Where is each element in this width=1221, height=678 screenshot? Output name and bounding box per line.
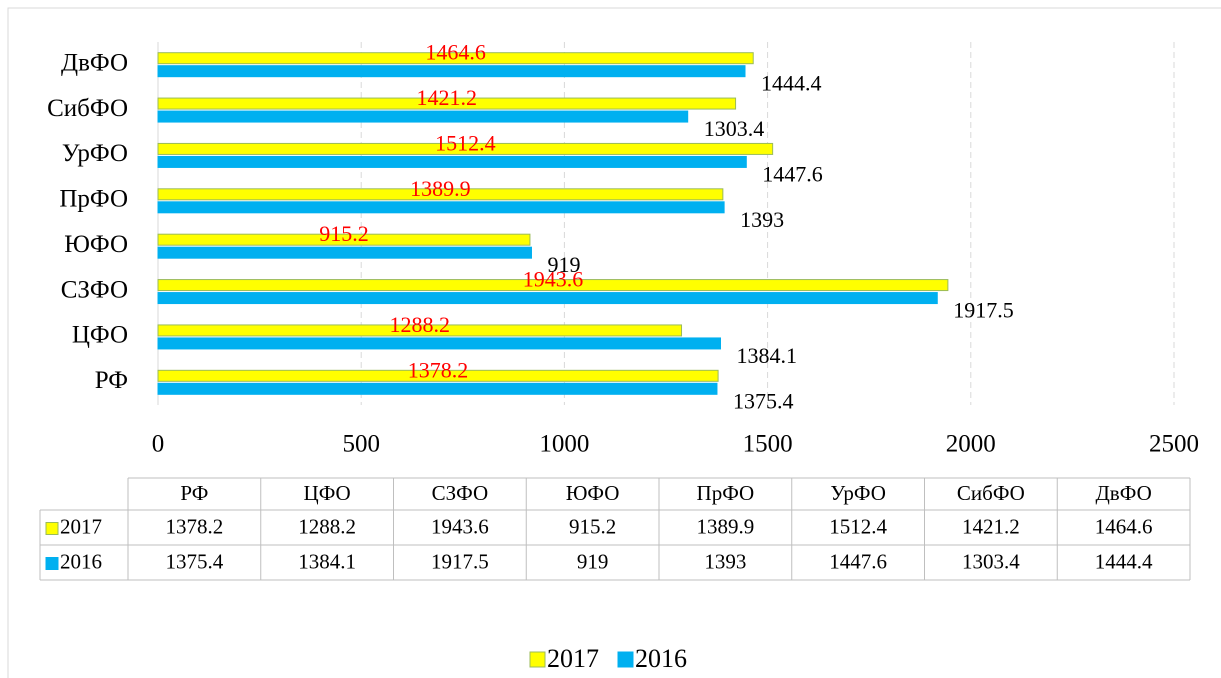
- legend-key: [617, 651, 634, 668]
- data-label: 919: [547, 252, 580, 277]
- y-tick-label: СЗФО: [61, 276, 128, 303]
- y-tick-label: ЦФО: [72, 322, 128, 349]
- data-label: 1464.6: [425, 40, 486, 65]
- data-label: 1444.4: [761, 71, 822, 96]
- bar: [157, 65, 746, 78]
- bar: [157, 337, 721, 350]
- data-label: 1943.6: [523, 267, 584, 292]
- table-legend-key: [45, 557, 59, 570]
- bar: [157, 369, 719, 382]
- bar: [157, 201, 725, 214]
- table-cell: 1464.6: [1095, 514, 1153, 538]
- y-tick-label: СибФО: [47, 95, 128, 122]
- data-label: 1917.5: [953, 298, 1014, 323]
- data-label: 1421.2: [417, 85, 478, 110]
- bar: [157, 233, 531, 246]
- legend-label: 2016: [635, 644, 687, 673]
- table-cell: 1917.5: [431, 549, 489, 573]
- y-tick-label: УрФО: [62, 140, 128, 167]
- data-label: 915.2: [319, 221, 369, 246]
- table-legend-key: [45, 522, 59, 535]
- bar: [157, 97, 737, 110]
- bar: [157, 382, 718, 395]
- bar: [157, 246, 532, 259]
- bar: [157, 142, 774, 155]
- table-header: ЮФО: [566, 481, 620, 505]
- bar: [157, 279, 949, 292]
- table-header: СибФО: [957, 481, 1025, 505]
- data-label: 1378.2: [408, 357, 469, 382]
- table-header: ПрФО: [697, 481, 755, 505]
- data-label: 1512.4: [435, 130, 496, 155]
- table-cell: 1375.4: [166, 549, 224, 573]
- x-tick-label: 0: [152, 431, 165, 458]
- table-cell: 1421.2: [962, 514, 1020, 538]
- table-header: СЗФО: [432, 481, 489, 505]
- x-tick-label: 1500: [743, 431, 793, 458]
- bar: [157, 324, 683, 337]
- bar: [157, 292, 938, 305]
- table-cell: 1288.2: [298, 514, 356, 538]
- x-tick-label: 1000: [539, 431, 589, 458]
- y-tick-label: РФ: [95, 367, 128, 394]
- table-header: УрФО: [830, 481, 886, 505]
- data-label: 1288.2: [390, 312, 451, 337]
- bar: [157, 188, 724, 201]
- table-cell: 1389.9: [697, 514, 755, 538]
- table-cell: 1378.2: [166, 514, 224, 538]
- data-label: 1303.4: [704, 116, 765, 141]
- y-tick-label: ПрФО: [59, 186, 128, 213]
- table-cell: 1384.1: [298, 549, 356, 573]
- legend-label: 2017: [547, 644, 599, 673]
- x-tick-label: 500: [342, 431, 380, 458]
- table-cell: 1512.4: [829, 514, 887, 538]
- table-series-name: 2016: [60, 549, 102, 573]
- bar: [157, 155, 747, 168]
- x-tick-label: 2500: [1149, 431, 1199, 458]
- table-cell: 1303.4: [962, 549, 1020, 573]
- table-cell: 1943.6: [431, 514, 489, 538]
- table-header: РФ: [180, 481, 208, 505]
- table-cell: 1447.6: [829, 549, 887, 573]
- data-label: 1375.4: [733, 388, 794, 413]
- table-cell: 1444.4: [1095, 549, 1153, 573]
- table-cell: 915.2: [569, 514, 616, 538]
- table-header: ЦФО: [304, 481, 351, 505]
- data-label: 1384.1: [736, 343, 797, 368]
- bar: [157, 52, 754, 65]
- y-tick-label: ЮФО: [64, 231, 128, 258]
- data-label: 1447.6: [762, 161, 823, 186]
- table-cell: 1393: [704, 549, 746, 573]
- data-label: 1393: [740, 207, 784, 232]
- table-series-name: 2017: [60, 514, 102, 538]
- y-tick-label: ДвФО: [61, 49, 128, 76]
- data-label: 1389.9: [410, 176, 471, 201]
- table-header: ДвФО: [1095, 481, 1151, 505]
- legend-key: [529, 651, 546, 668]
- x-tick-label: 2000: [946, 431, 996, 458]
- bar: [157, 110, 689, 123]
- table-cell: 919: [577, 549, 609, 573]
